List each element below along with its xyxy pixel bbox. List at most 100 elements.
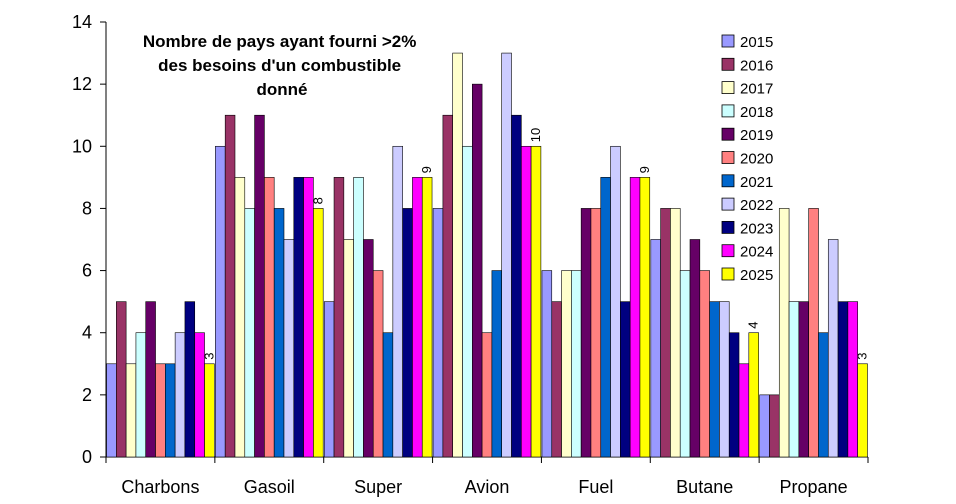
bar-2016-propane	[769, 394, 780, 458]
bar-2017-avion	[452, 52, 463, 458]
bar-2016-butane	[660, 208, 671, 458]
bar-2018-butane	[679, 270, 691, 458]
data-label: 8	[310, 197, 325, 204]
bar-2024-gasoil	[303, 177, 314, 458]
legend-label-2025: 2025	[740, 267, 773, 284]
category-label-avion: Avion	[465, 477, 510, 497]
data-label: 3	[201, 353, 216, 360]
bar-2017-propane	[778, 208, 790, 458]
legend-label-2021: 2021	[740, 174, 773, 191]
bar-2021-propane	[818, 332, 829, 458]
bar-2020-super	[372, 270, 384, 458]
bar-2018-propane	[788, 301, 800, 458]
y-tick-label: 4	[82, 323, 92, 343]
legend-swatch-2015	[721, 34, 735, 48]
category-label-super: Super	[354, 477, 402, 497]
legend-swatch-2023	[721, 220, 735, 234]
legend-label-2022: 2022	[740, 197, 773, 214]
bar-2023-avion	[511, 114, 522, 458]
data-label: 9	[637, 166, 652, 173]
legend-label-2015: 2015	[740, 34, 773, 51]
bar-2015-charbons	[106, 363, 117, 458]
legend-label-2016: 2016	[740, 57, 773, 74]
bar-2020-butane	[699, 270, 710, 458]
legend-label-2019: 2019	[740, 127, 773, 144]
bar-2019-gasoil	[254, 114, 265, 458]
y-tick-label: 10	[72, 136, 92, 156]
category-label-charbons: Charbons	[121, 477, 199, 497]
bar-2023-fuel	[620, 301, 631, 458]
data-label: 3	[855, 353, 870, 360]
bar-2025-charbons	[204, 363, 215, 458]
bar-2015-butane	[650, 239, 661, 458]
y-tick-label: 8	[82, 198, 92, 218]
y-tick-label: 2	[82, 385, 92, 405]
bar-2018-fuel	[571, 270, 582, 458]
bar-2022-charbons	[174, 332, 186, 458]
data-label: 10	[528, 128, 543, 142]
chart-title-line-1: Nombre de pays ayant fourni >2%	[143, 32, 417, 51]
y-tick-label: 14	[72, 12, 92, 32]
legend-label-2018: 2018	[740, 104, 773, 121]
data-label: 4	[746, 321, 761, 328]
bar-2016-charbons	[116, 301, 127, 458]
bar-2017-charbons	[125, 363, 137, 458]
bar-2023-charbons	[184, 301, 196, 458]
bar-2024-propane	[847, 301, 858, 458]
bar-2023-gasoil	[293, 177, 304, 458]
legend: 2015 2016 2017 2018 2019 2020 2021 2022 2023 2024…	[721, 34, 773, 284]
bar-2019-propane	[798, 301, 809, 458]
bar-2023-super	[402, 208, 413, 458]
legend-swatch-2025	[721, 267, 735, 281]
bar-2024-charbons	[194, 332, 205, 458]
bar-2021-gasoil	[273, 208, 285, 458]
bar-2022-propane	[827, 239, 839, 458]
bar-2017-fuel	[561, 270, 572, 458]
bar-2019-charbons	[145, 301, 156, 458]
bar-2017-super	[343, 239, 354, 458]
bar-2025-gasoil	[313, 208, 324, 458]
bar-2018-charbons	[135, 332, 147, 458]
bar-2024-fuel	[629, 177, 641, 458]
bar-2021-butane	[709, 301, 720, 458]
bar-2025-super	[421, 177, 433, 458]
x-axis-ticks	[105, 457, 869, 463]
y-tick-label: 0	[82, 447, 92, 467]
bar-2016-fuel	[551, 301, 562, 458]
bar-2016-avion	[442, 114, 453, 458]
legend-swatch-2017	[721, 81, 735, 94]
category-labels: Charbons Gasoil Super Avion Fuel Butane Propan…	[121, 477, 847, 497]
bar-2025-avion	[530, 145, 542, 458]
bar-2020-charbons	[155, 363, 166, 458]
legend-label-2023: 2023	[740, 220, 773, 237]
bar-2020-propane	[808, 208, 819, 458]
legend-swatch-2022	[721, 197, 735, 211]
bar-2018-gasoil	[244, 208, 255, 458]
y-tick-label: 12	[72, 74, 92, 94]
bar-2020-gasoil	[264, 177, 275, 458]
bar-2018-avion	[462, 145, 473, 458]
bar-2015-super	[323, 301, 335, 458]
bar-2021-charbons	[165, 363, 176, 458]
chart-title-line-3: donné	[257, 80, 308, 99]
legend-label-2017: 2017	[740, 81, 773, 98]
bar-2019-fuel	[580, 208, 592, 458]
legend-swatch-2020	[721, 151, 735, 164]
bar-2020-fuel	[590, 208, 602, 458]
bar-2015-gasoil	[215, 145, 226, 458]
bar-2022-gasoil	[283, 239, 295, 458]
legend-swatch-2018	[721, 104, 735, 118]
legend-swatch-2021	[721, 174, 735, 188]
bar-2024-super	[412, 177, 423, 458]
bar-2015-avion	[432, 208, 444, 458]
bar-2021-super	[382, 332, 394, 458]
bar-2019-butane	[689, 239, 701, 458]
bar-2020-avion	[481, 332, 493, 458]
category-label-propane: Propane	[780, 477, 848, 497]
bar-2025-butane	[748, 332, 759, 458]
bar-2025-propane	[857, 363, 868, 458]
category-label-butane: Butane	[676, 477, 733, 497]
bar-2024-butane	[738, 363, 750, 458]
bars	[106, 52, 868, 458]
bar-2015-fuel	[541, 270, 553, 458]
